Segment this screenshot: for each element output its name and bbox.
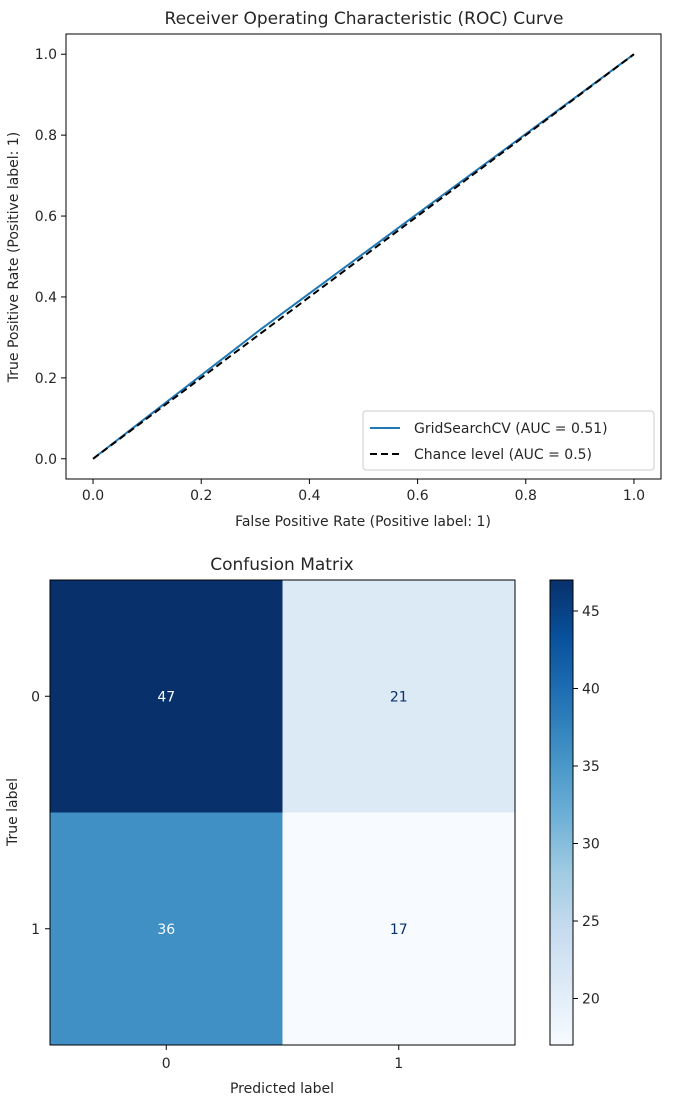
roc-series-line-chance [92, 53, 635, 460]
cm-cell-value: 47 [157, 689, 175, 705]
roc-y-tick-label: 0.6 [35, 209, 57, 225]
cm-colorbar [549, 579, 574, 1046]
cm-colorbar-tick-label: 45 [582, 604, 600, 620]
cm-colorbar-tick-label: 30 [582, 837, 600, 853]
roc-x-tick-label: 0.8 [515, 488, 537, 504]
cm-y-axis-label: True label [5, 778, 21, 847]
cm-cell [282, 812, 515, 1045]
roc-x-tick-label: 0.6 [406, 488, 428, 504]
cm-x-tick-label: 1 [394, 1056, 403, 1072]
roc-x-tick-label: 0.2 [190, 488, 212, 504]
cm-cell [282, 580, 515, 813]
roc-y-tick-label: 0.2 [35, 371, 57, 387]
cm-plot-frame [49, 579, 516, 1046]
roc-x-tick-label: 0.0 [82, 488, 104, 504]
roc-y-tick-label: 0.4 [35, 290, 57, 306]
cm-x-axis-label: Predicted label [230, 1081, 334, 1097]
roc-x-tick-label: 0.4 [298, 488, 320, 504]
roc-x-axis-label: False Positive Rate (Positive label: 1) [235, 514, 491, 530]
cm-colorbar-tick-label: 35 [582, 759, 600, 775]
cm-colorbar-ticks: 20 25 30 35 40 45 [573, 604, 600, 1008]
roc-y-axis-label: True Positive Rate (Positive label: 1) [6, 132, 22, 383]
cm-y-tick-label: 0 [31, 689, 40, 705]
roc-legend-entry-chance: Chance level (AUC = 0.5) [414, 447, 592, 463]
cm-cell [50, 812, 283, 1045]
cm-cell-value: 17 [390, 922, 408, 938]
roc-plot-frame [65, 33, 662, 480]
roc-ticks: 0.0 0.2 0.4 0.6 0.8 1.0 0.0 0.2 0.4 0.6 0.8 1.0 [35, 47, 645, 504]
cm-cell-value: 21 [390, 689, 408, 705]
cm-cell-value: 36 [157, 922, 175, 938]
cm-x-tick-label: 0 [162, 1056, 171, 1072]
cm-title: Confusion Matrix [210, 555, 354, 575]
roc-title: Receiver Operating Characteristic (ROC) … [165, 9, 564, 29]
confusion-matrix-chart: Confusion Matrix 47 21 36 17 0 1 0 1 Predicted… [5, 555, 600, 1097]
cm-ticks: 0 1 0 1 [31, 689, 403, 1072]
roc-y-tick-label: 1.0 [35, 47, 57, 63]
roc-series-line-model [92, 53, 635, 460]
cm-cells: 47 21 36 17 [50, 580, 515, 1045]
cm-colorbar-tick-label: 25 [582, 914, 600, 930]
roc-chart: Receiver Operating Characteristic (ROC) … [6, 9, 662, 530]
roc-marks [92, 53, 635, 460]
roc-x-tick-label: 1.0 [623, 488, 645, 504]
cm-colorbar-tick-label: 20 [582, 992, 600, 1008]
roc-legend-box [362, 410, 655, 471]
roc-y-tick-label: 0.0 [35, 452, 57, 468]
cm-colorbar-tick-label: 40 [582, 682, 600, 698]
roc-y-tick-label: 0.8 [35, 128, 57, 144]
roc-legend-entry-model: GridSearchCV (AUC = 0.51) [414, 421, 608, 437]
roc-legend: GridSearchCV (AUC = 0.51) Chance level (… [362, 410, 655, 471]
cm-cell [50, 580, 283, 813]
cm-y-tick-label: 1 [31, 922, 40, 938]
